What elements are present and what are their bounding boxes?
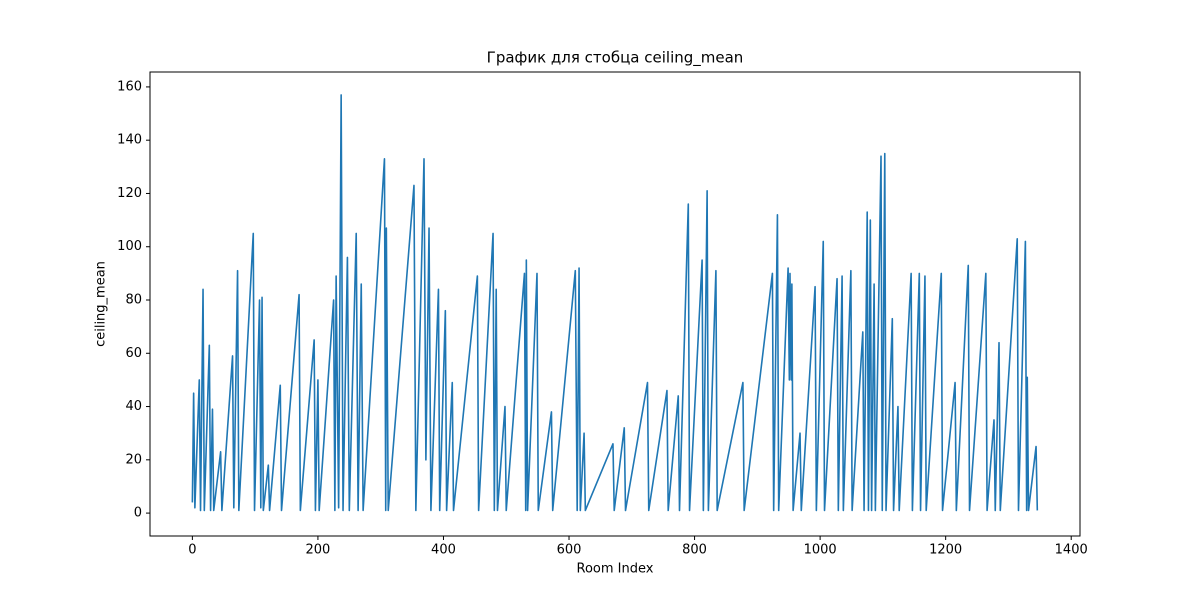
y-tick-label: 100 [117, 239, 142, 254]
chart-title: График для стобца ceiling_mean [487, 49, 744, 68]
x-tick-label: 1200 [929, 543, 962, 558]
x-tick-label: 400 [431, 543, 456, 558]
x-tick-label: 800 [682, 543, 707, 558]
y-tick-label: 40 [125, 399, 142, 414]
plot-frame [149, 71, 1081, 537]
x-axis-label: Room Index [577, 562, 654, 577]
y-tick-label: 0 [134, 506, 142, 521]
y-tick-label: 160 [117, 79, 142, 94]
data-line [191, 94, 1039, 512]
x-tick-label: 200 [306, 543, 331, 558]
x-tick-label: 0 [188, 543, 196, 558]
y-tick-label: 20 [125, 452, 142, 467]
y-tick-label: 80 [125, 293, 142, 308]
x-tick-label: 1400 [1055, 543, 1088, 558]
y-tick-label: 140 [117, 133, 142, 148]
y-tick-label: 120 [117, 186, 142, 201]
y-axis-label: ceiling_mean [94, 261, 109, 347]
y-tick-label: 60 [125, 346, 142, 361]
x-tick-label: 1000 [804, 543, 837, 558]
x-tick-label: 600 [557, 543, 582, 558]
